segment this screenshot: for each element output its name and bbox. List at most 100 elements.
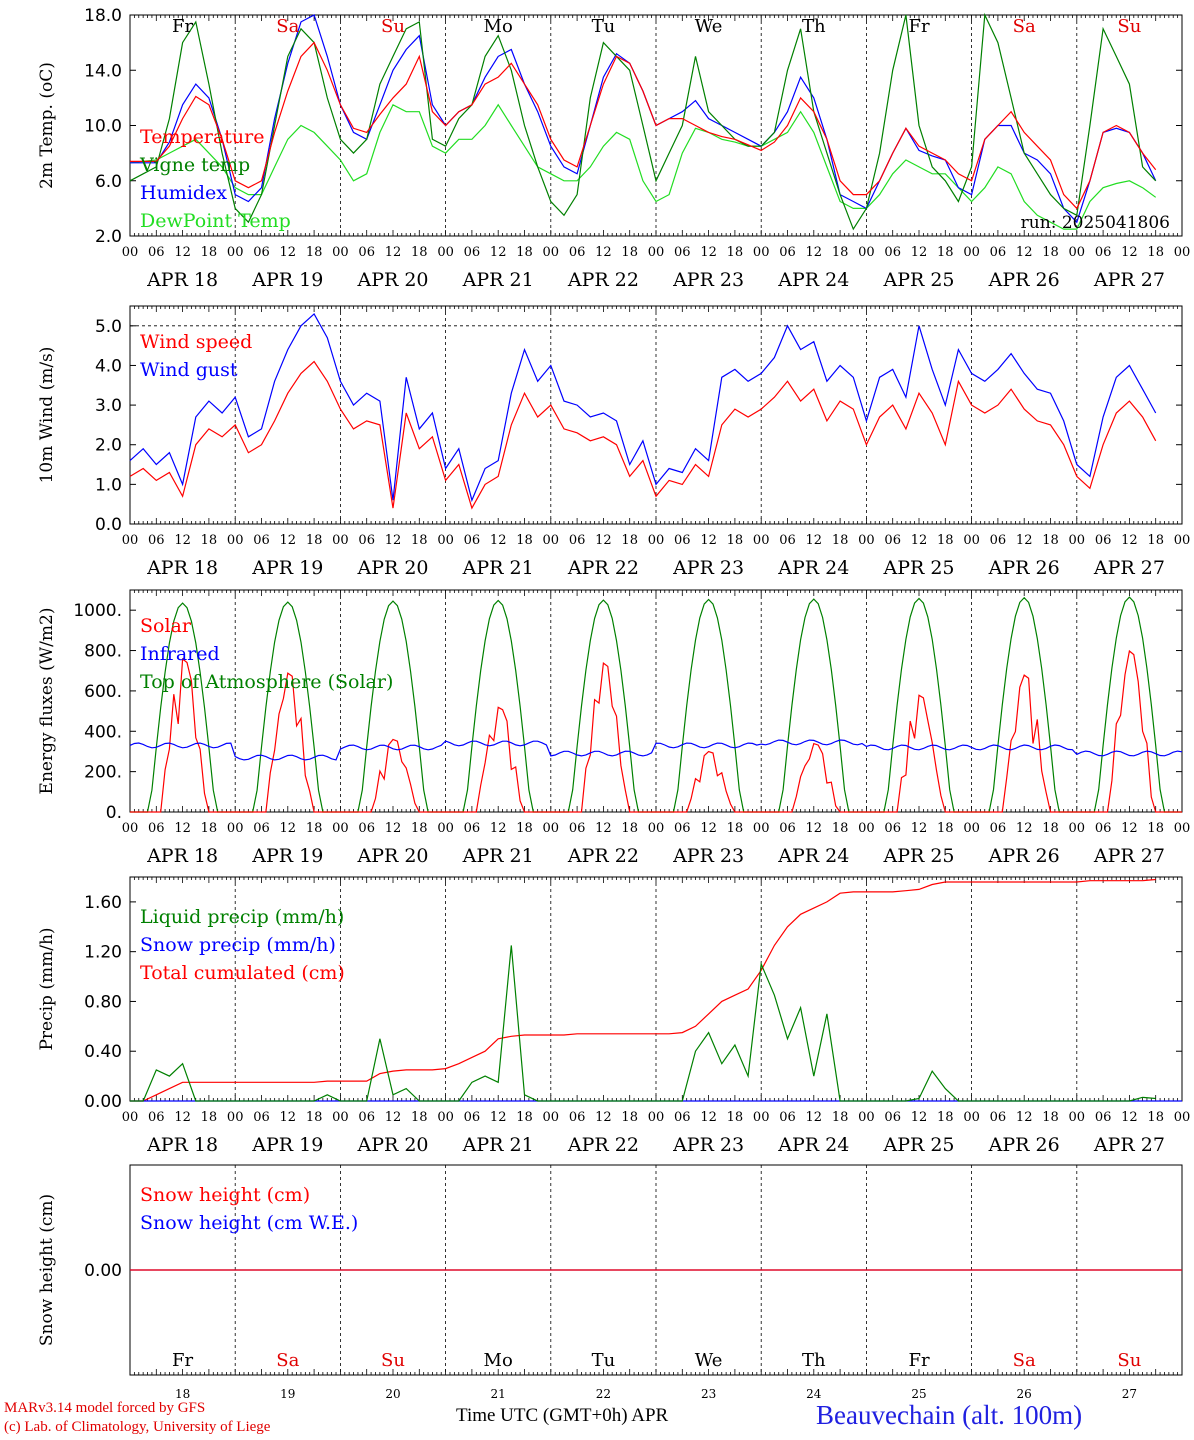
hour-tick-label: 00 [332, 245, 349, 260]
hour-tick-label: 18 [727, 533, 744, 548]
series-line [130, 878, 1156, 1102]
hour-tick-label: 06 [884, 533, 901, 548]
date-label: APR 18 [146, 845, 218, 867]
date-label: APR 23 [672, 845, 744, 867]
hour-tick-label: 06 [779, 821, 796, 836]
hour-tick-label: 00 [1174, 533, 1191, 548]
hour-tick-label: 06 [779, 1110, 796, 1125]
y-tick-label: 10.0 [84, 117, 122, 137]
hour-tick-label: 18 [411, 821, 428, 836]
y-tick-label: 800. [84, 642, 122, 662]
y-axis-title: Snow height (cm) [37, 1194, 57, 1346]
hour-tick-label: 12 [806, 533, 823, 548]
hour-tick-label: 06 [1095, 245, 1112, 260]
day-number: 18 [175, 1387, 190, 1401]
legend-entry: Humidex [140, 182, 227, 204]
hour-tick-label: 06 [990, 245, 1007, 260]
date-label: APR 18 [146, 1134, 218, 1156]
hour-tick-label: 12 [280, 1110, 297, 1125]
day-number: 21 [491, 1387, 506, 1401]
hour-tick-label: 06 [990, 533, 1007, 548]
hour-tick-label: 00 [858, 1110, 875, 1125]
hour-tick-label: 06 [1095, 821, 1112, 836]
weekday-label: Mo [484, 16, 513, 37]
hour-tick-label: 12 [280, 821, 297, 836]
date-label: APR 25 [882, 557, 954, 579]
panel-5: 0.00 Snow height (cm) Snow height (cm) Snow… [37, 1164, 1183, 1376]
date-label: APR 25 [882, 269, 954, 291]
weekday-label: Th [802, 16, 826, 37]
x-axis-title: Time UTC (GMT+0h) APR [456, 1405, 669, 1426]
hour-tick-label: 06 [779, 245, 796, 260]
weekday-label: Mo [484, 1350, 513, 1371]
date-label: APR 20 [356, 1134, 428, 1156]
hour-tick-label: 18 [306, 1110, 323, 1125]
date-label: APR 26 [988, 557, 1060, 579]
hour-tick-label: 06 [674, 821, 691, 836]
hour-tick-label: 06 [148, 245, 165, 260]
hour-tick-label: 06 [358, 245, 375, 260]
legend-entry: Infrared [140, 643, 220, 665]
hour-tick-label: 12 [700, 533, 717, 548]
date-label: APR 26 [988, 1134, 1060, 1156]
hour-tick-label: 18 [201, 821, 218, 836]
hour-tick-label: 00 [122, 245, 139, 260]
hour-tick-label: 00 [543, 1110, 560, 1125]
legend-entry: DewPoint Temp [140, 210, 291, 232]
series-line [129, 12, 1157, 231]
hour-tick-label: 12 [700, 1110, 717, 1125]
date-label: APR 27 [1093, 1134, 1165, 1156]
hour-tick-label: 00 [122, 821, 139, 836]
station-name: Beauvechain (alt. 100m) [816, 1400, 1083, 1430]
hour-tick-label: 18 [411, 533, 428, 548]
hour-tick-label: 18 [1147, 245, 1164, 260]
hour-tick-label: 18 [306, 245, 323, 260]
hour-tick-label: 12 [1121, 821, 1138, 836]
hour-tick-label: 00 [858, 245, 875, 260]
series-line [129, 103, 1157, 230]
hour-tick-label: 00 [753, 1110, 770, 1125]
legend-entry: Snow height (cm) [140, 1184, 310, 1206]
series-line [130, 41, 1157, 210]
hour-tick-label: 00 [332, 1110, 349, 1125]
hour-tick-label: 06 [253, 821, 270, 836]
hour-tick-label: 12 [911, 1110, 928, 1125]
hour-tick-label: 06 [990, 1110, 1007, 1125]
hour-tick-label: 00 [963, 245, 980, 260]
hour-tick-label: 00 [437, 1110, 454, 1125]
weekday-label: Su [381, 16, 405, 37]
hour-tick-label: 06 [253, 1110, 270, 1125]
date-label: APR 21 [462, 269, 534, 291]
hour-tick-label: 12 [911, 245, 928, 260]
panel-3: 0. 200. 400. 600. 800. 1000. Energy fluxes (W/… [37, 589, 1191, 867]
hour-tick-label: 18 [1147, 821, 1164, 836]
hour-tick-label: 00 [1069, 1110, 1086, 1125]
y-tick-label: 0.80 [84, 992, 122, 1012]
hour-tick-label: 12 [490, 1110, 507, 1125]
hour-tick-label: 00 [648, 821, 665, 836]
hour-tick-label: 00 [648, 1110, 665, 1125]
hour-tick-label: 12 [806, 1110, 823, 1125]
hour-tick-label: 06 [1095, 1110, 1112, 1125]
hour-tick-label: 00 [227, 1110, 244, 1125]
weekday-label: Sa [276, 1350, 299, 1371]
date-label: APR 22 [567, 269, 639, 291]
date-label: APR 18 [146, 269, 218, 291]
hour-tick-label: 12 [385, 821, 402, 836]
hour-tick-label: 06 [253, 533, 270, 548]
date-label: APR 20 [356, 269, 428, 291]
hour-tick-label: 06 [148, 821, 165, 836]
legend-entry: Wind gust [140, 359, 238, 381]
hour-tick-label: 18 [937, 821, 954, 836]
series-line [129, 312, 1157, 503]
hour-tick-label: 06 [674, 1110, 691, 1125]
hour-tick-label: 12 [595, 821, 612, 836]
y-tick-label: 600. [84, 682, 122, 702]
date-label: APR 21 [462, 1134, 534, 1156]
hour-tick-label: 12 [490, 245, 507, 260]
weekday-label: Su [1117, 1350, 1141, 1371]
hour-tick-label: 12 [1121, 533, 1138, 548]
hour-tick-label: 00 [1174, 821, 1191, 836]
y-tick-label: 5.0 [95, 317, 122, 337]
hour-tick-label: 12 [490, 533, 507, 548]
